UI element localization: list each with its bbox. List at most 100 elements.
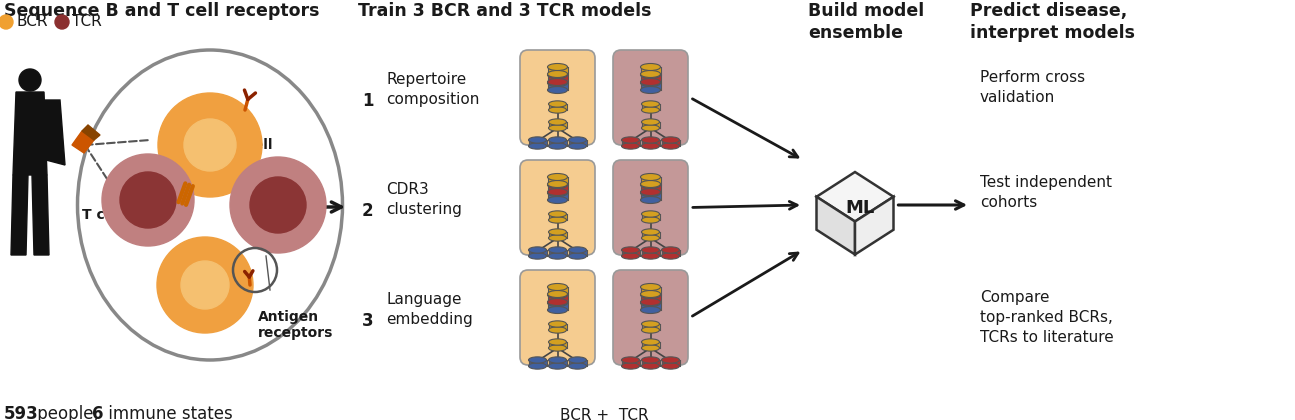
Ellipse shape	[549, 143, 566, 149]
Ellipse shape	[528, 357, 546, 363]
Text: Language
embedding: Language embedding	[386, 292, 473, 327]
Polygon shape	[82, 125, 100, 140]
Ellipse shape	[641, 321, 659, 327]
Polygon shape	[528, 360, 546, 366]
Ellipse shape	[641, 119, 659, 125]
FancyBboxPatch shape	[521, 160, 594, 255]
Ellipse shape	[548, 299, 567, 307]
Ellipse shape	[549, 327, 566, 333]
Polygon shape	[641, 185, 660, 192]
Text: Perform cross
validation: Perform cross validation	[980, 70, 1085, 105]
Ellipse shape	[549, 101, 566, 107]
Polygon shape	[569, 250, 587, 256]
Circle shape	[120, 172, 176, 228]
Ellipse shape	[548, 307, 567, 313]
Ellipse shape	[641, 87, 660, 94]
Polygon shape	[641, 295, 660, 302]
Ellipse shape	[641, 173, 660, 181]
Text: Antigen
receptors: Antigen receptors	[258, 310, 333, 340]
Ellipse shape	[569, 247, 587, 253]
Circle shape	[231, 157, 326, 253]
Text: Repertoire
composition: Repertoire composition	[386, 72, 479, 107]
Ellipse shape	[641, 299, 660, 305]
Ellipse shape	[622, 247, 640, 253]
Polygon shape	[548, 75, 567, 82]
Polygon shape	[548, 303, 567, 310]
Polygon shape	[32, 175, 49, 255]
Polygon shape	[641, 122, 659, 128]
Ellipse shape	[622, 363, 640, 369]
Ellipse shape	[549, 125, 566, 131]
Ellipse shape	[641, 63, 660, 71]
Ellipse shape	[641, 143, 659, 149]
Ellipse shape	[548, 284, 567, 291]
Ellipse shape	[548, 181, 567, 189]
Ellipse shape	[641, 284, 660, 291]
Ellipse shape	[641, 79, 660, 87]
FancyBboxPatch shape	[613, 50, 688, 145]
Ellipse shape	[641, 189, 660, 195]
Ellipse shape	[569, 143, 587, 149]
Ellipse shape	[528, 253, 546, 259]
Ellipse shape	[548, 197, 567, 204]
Ellipse shape	[549, 217, 566, 223]
FancyBboxPatch shape	[613, 270, 688, 365]
Ellipse shape	[548, 173, 567, 181]
Ellipse shape	[662, 363, 680, 369]
Ellipse shape	[641, 357, 659, 363]
Ellipse shape	[641, 307, 660, 313]
FancyBboxPatch shape	[521, 50, 594, 145]
Text: people,: people,	[32, 405, 104, 420]
Polygon shape	[549, 104, 566, 110]
Ellipse shape	[549, 363, 566, 369]
Ellipse shape	[622, 357, 640, 363]
Ellipse shape	[662, 143, 680, 149]
Polygon shape	[641, 287, 660, 294]
Ellipse shape	[641, 107, 659, 113]
Ellipse shape	[548, 189, 567, 197]
Text: 2: 2	[363, 202, 374, 220]
Polygon shape	[622, 360, 640, 366]
Ellipse shape	[641, 197, 660, 204]
Polygon shape	[641, 83, 660, 90]
FancyBboxPatch shape	[521, 270, 594, 365]
Polygon shape	[662, 140, 680, 146]
Ellipse shape	[549, 247, 566, 253]
Ellipse shape	[528, 247, 546, 253]
Polygon shape	[548, 295, 567, 302]
Ellipse shape	[569, 137, 587, 143]
Text: Predict disease,
interpret models: Predict disease, interpret models	[970, 2, 1134, 42]
Polygon shape	[569, 140, 587, 146]
Ellipse shape	[641, 247, 659, 253]
Ellipse shape	[641, 235, 659, 241]
Polygon shape	[548, 83, 567, 90]
Text: B cell: B cell	[231, 138, 272, 152]
Ellipse shape	[641, 363, 659, 369]
Ellipse shape	[549, 211, 566, 217]
Polygon shape	[548, 193, 567, 200]
Ellipse shape	[549, 253, 566, 259]
Ellipse shape	[641, 327, 659, 333]
Polygon shape	[549, 140, 566, 146]
Text: CDR3
clustering: CDR3 clustering	[386, 182, 462, 217]
Ellipse shape	[548, 79, 567, 86]
Ellipse shape	[548, 63, 567, 71]
Ellipse shape	[641, 339, 659, 345]
Ellipse shape	[549, 119, 566, 125]
Ellipse shape	[641, 101, 659, 107]
Ellipse shape	[549, 137, 566, 143]
Polygon shape	[641, 75, 660, 82]
Text: 593: 593	[4, 405, 39, 420]
Ellipse shape	[641, 291, 660, 297]
Polygon shape	[549, 250, 566, 256]
Polygon shape	[641, 140, 659, 146]
Polygon shape	[817, 197, 855, 255]
Text: Test independent
cohorts: Test independent cohorts	[980, 175, 1112, 210]
Text: 3: 3	[363, 312, 374, 331]
Text: immune states: immune states	[104, 405, 233, 420]
Ellipse shape	[641, 71, 660, 79]
Text: Build model
ensemble: Build model ensemble	[808, 2, 925, 42]
Polygon shape	[13, 92, 47, 175]
Circle shape	[54, 15, 69, 29]
Ellipse shape	[549, 235, 566, 241]
